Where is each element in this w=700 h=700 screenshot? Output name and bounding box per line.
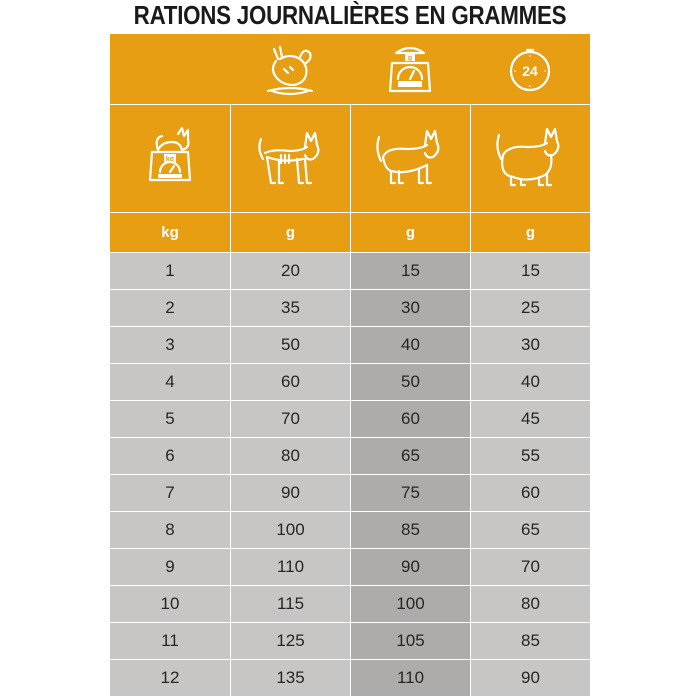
ration-cell-thin: 60 [230,363,350,400]
overweight-cat-icon [495,127,559,186]
cat-icon-row: kg [110,104,590,212]
ration-cell-overweight: 65 [470,511,590,548]
table-row: 9 110 90 70 [110,548,590,585]
weight-cell: 6 [110,437,230,474]
weight-cell: 4 [110,363,230,400]
scale-icon-label: g [408,55,412,62]
header-cell-normal-cat [350,104,470,212]
table-row: 5 70 60 45 [110,400,590,437]
header-cell-overweight-cat [470,104,590,212]
ration-cell-normal: 60 [350,400,470,437]
unit-cell: g [350,212,470,252]
ration-cell-normal: 40 [350,326,470,363]
cat-on-scale-icon: kg [148,126,192,181]
weight-cell: 1 [110,252,230,289]
food-scale-icon: g [388,46,432,93]
ration-cell-overweight: 80 [470,585,590,622]
table-row: 3 50 40 30 [110,326,590,363]
ration-cell-thin: 135 [230,659,350,696]
ration-cell-normal: 30 [350,289,470,326]
table-row: 11 125 105 85 [110,622,590,659]
ration-cell-overweight: 15 [470,252,590,289]
thin-cat-icon [257,131,319,184]
ration-cell-normal: 15 [350,252,470,289]
ration-cell-thin: 35 [230,289,350,326]
header-cell-scale: g [350,34,470,104]
weight-cell: 12 [110,659,230,696]
header-cell-clock: 24 [470,34,590,104]
ration-cell-normal: 75 [350,474,470,511]
normal-cat-icon [375,129,439,184]
weight-cell: 7 [110,474,230,511]
ration-cell-overweight: 60 [470,474,590,511]
unit-cell: g [470,212,590,252]
ration-cell-overweight: 45 [470,400,590,437]
ration-cell-overweight: 30 [470,326,590,363]
weight-cell: 5 [110,400,230,437]
header-cell-thin-cat [230,104,350,212]
ration-cell-thin: 70 [230,400,350,437]
weight-cell: 9 [110,548,230,585]
ration-cell-overweight: 25 [470,289,590,326]
table-row: 8 100 85 65 [110,511,590,548]
empty-header-cell [110,34,230,104]
table-row: 6 80 65 55 [110,437,590,474]
ration-cell-normal: 85 [350,511,470,548]
ration-cell-thin: 20 [230,252,350,289]
table-row: 7 90 75 60 [110,474,590,511]
weight-cell: 2 [110,289,230,326]
eating-cat-icon [266,45,314,96]
ration-cell-thin: 80 [230,437,350,474]
cat-scale-label: kg [166,156,174,163]
ration-cell-normal: 50 [350,363,470,400]
ration-cell-thin: 110 [230,548,350,585]
table-row: 10 115 100 80 [110,585,590,622]
weight-cell: 11 [110,622,230,659]
ration-cell-thin: 115 [230,585,350,622]
weight-cell: 10 [110,585,230,622]
ration-cell-normal: 65 [350,437,470,474]
header-cell-cat-weight: kg [110,104,230,212]
ration-cell-overweight: 40 [470,363,590,400]
ration-cell-normal: 110 [350,659,470,696]
clock-icon-label: 24 [522,63,538,79]
ration-cell-overweight: 90 [470,659,590,696]
unit-cell: g [230,212,350,252]
icon-header-row: g 24 [110,34,590,104]
ration-cell-thin: 100 [230,511,350,548]
weight-cell: 8 [110,511,230,548]
table-row: 1 20 15 15 [110,252,590,289]
unit-row: kg g g g [110,212,590,252]
table-row: 12 135 110 90 [110,659,590,696]
page-title: RATIONS JOURNALIÈRES EN GRAMMES [133,0,567,30]
table-row: 2 35 30 25 [110,289,590,326]
weight-cell: 3 [110,326,230,363]
24-hour-clock-icon: 24 [509,48,551,92]
ration-cell-overweight: 70 [470,548,590,585]
table-row: 4 60 50 40 [110,363,590,400]
ration-cell-normal: 100 [350,585,470,622]
ration-cell-overweight: 85 [470,622,590,659]
header-cell-eating [230,34,350,104]
ration-table: g 24 kg [110,34,590,696]
ration-cell-thin: 125 [230,622,350,659]
ration-cell-overweight: 55 [470,437,590,474]
ration-cell-thin: 90 [230,474,350,511]
ration-cell-normal: 105 [350,622,470,659]
unit-cell: kg [110,212,230,252]
ration-cell-thin: 50 [230,326,350,363]
ration-cell-normal: 90 [350,548,470,585]
